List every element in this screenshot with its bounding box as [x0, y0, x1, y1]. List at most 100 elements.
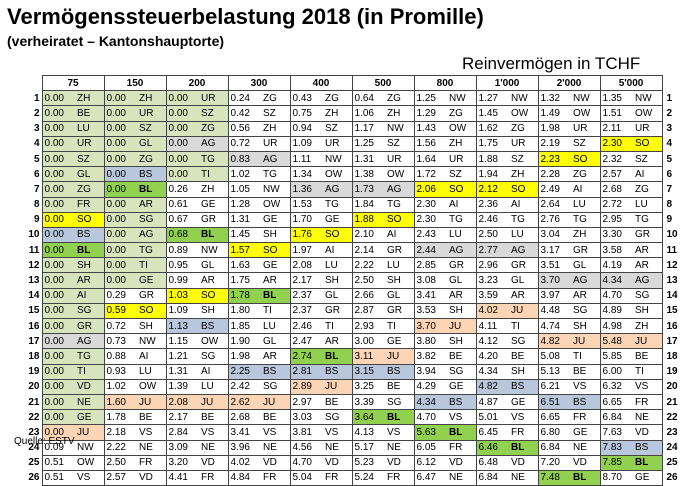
canton-cell: SH: [385, 272, 415, 289]
value-cell: 1.98: [227, 348, 261, 365]
canton-cell: NE: [75, 393, 105, 411]
canton-cell: GR: [75, 317, 105, 335]
canton-cell: BS: [509, 378, 539, 395]
table-row: 26 0.51 VS 2.57 VD 4.41 FR 4.84 FR 5.04 FR 5.24 FR 6.…: [22, 469, 684, 486]
canton-cell: SO: [75, 211, 105, 228]
rank-label: 23: [28, 426, 40, 438]
value-cell: 0.00: [103, 135, 137, 152]
value-cell: 1.03: [165, 287, 199, 304]
canton-cell: AR: [633, 242, 663, 259]
canton-cell: NW: [199, 242, 229, 259]
canton-cell: TG: [385, 196, 415, 213]
rank-label-right: 19: [666, 366, 678, 378]
canton-cell: SG: [75, 302, 105, 320]
value-cell: 1.05: [227, 181, 261, 198]
canton-cell: VD: [199, 454, 229, 471]
canton-cell: SG: [509, 333, 539, 350]
value-cell: 2.57: [103, 469, 137, 486]
canton-cell: ZH: [509, 166, 539, 183]
value-cell: 2.96: [475, 257, 509, 274]
value-cell: 2.47: [289, 333, 323, 350]
canton-cell: LU: [447, 226, 477, 244]
value-cell: 1.94: [475, 166, 509, 183]
value-cell: 3.41: [413, 287, 447, 304]
value-cell: 3.00: [351, 333, 385, 350]
canton-cell: AI: [199, 363, 229, 380]
value-cell: 0.89: [165, 242, 199, 259]
value-cell: 2.30: [413, 196, 447, 213]
table-row: 19 0.00 TI 0.93 LU 1.31 AI 2.25 BS 2.81 BS 3.15 BS 3.…: [22, 363, 684, 380]
value-cell: 2.10: [351, 226, 385, 244]
canton-cell: GE: [571, 424, 601, 441]
value-cell: 0.95: [165, 257, 199, 274]
canton-cell: SO: [323, 226, 353, 244]
value-cell: 0.59: [103, 302, 137, 320]
canton-cell: GE: [261, 257, 291, 274]
value-cell: 4.29: [413, 378, 447, 395]
canton-cell: FR: [323, 469, 353, 486]
rank-label: 3: [33, 123, 40, 135]
canton-cell: AR: [633, 257, 663, 274]
value-cell: 2.08: [165, 393, 199, 411]
value-cell: 2.43: [413, 226, 447, 244]
value-cell: 1.78: [103, 409, 137, 426]
canton-cell: TI: [75, 363, 105, 380]
rank-label: 22: [28, 411, 40, 423]
value-cell: 0.00: [103, 257, 137, 274]
value-cell: 0.00: [103, 242, 137, 259]
value-cell: 1.51: [599, 105, 633, 122]
value-cell: 1.78: [227, 287, 261, 304]
canton-cell: SO: [571, 150, 601, 168]
canton-cell: SZ: [509, 150, 539, 168]
value-cell: 2.66: [351, 287, 385, 304]
value-cell: 2.95: [599, 211, 633, 228]
canton-cell: ZG: [447, 105, 477, 122]
value-cell: 1.80: [227, 302, 261, 320]
canton-cell: ZG: [137, 150, 167, 168]
value-cell: 1.49: [537, 105, 571, 122]
canton-cell: VD: [75, 378, 105, 395]
rank-label: 6: [33, 168, 40, 180]
canton-cell: GR: [323, 302, 353, 320]
value-cell: 6.12: [413, 454, 447, 471]
canton-cell: JU: [385, 348, 415, 365]
rank-label-right: 5: [666, 153, 673, 165]
canton-cell: BL: [385, 409, 415, 426]
value-cell: 0.67: [165, 211, 199, 228]
value-cell: 2.30: [599, 135, 633, 152]
canton-cell: AI: [633, 166, 663, 183]
rank-label-right: 15: [666, 305, 678, 317]
table-row: 25 0.51 OW 2.50 FR 3.20 VD 4.02 VD 4.70 VD 5.23 VD 6.…: [22, 454, 684, 471]
canton-cell: GL: [137, 135, 167, 152]
value-cell: 0.00: [41, 393, 75, 411]
value-cell: 5.23: [351, 454, 385, 471]
canton-cell: GR: [137, 287, 167, 304]
canton-cell: ZG: [323, 90, 353, 107]
canton-cell: LU: [75, 120, 105, 137]
canton-cell: NW: [323, 150, 353, 168]
value-cell: 1.02: [103, 378, 137, 395]
table-row: 17 0.00 AG 0.73 NW 1.15 OW 1.90 GL 2.47 AR 3.00 GE 3.…: [22, 333, 684, 350]
value-cell: 1.06: [351, 105, 385, 122]
rank-label: 12: [28, 259, 40, 271]
canton-cell: TG: [199, 150, 229, 168]
tax-burden-table: 75 150 200 300 400 500 800 1'000 2'000 5'000 1 0.0…: [22, 74, 684, 486]
value-cell: 0.00: [41, 287, 75, 304]
canton-cell: ZH: [261, 120, 291, 137]
canton-cell: GE: [137, 272, 167, 289]
value-cell: 2.28: [537, 166, 571, 183]
value-cell: 2.36: [475, 196, 509, 213]
canton-cell: NW: [137, 333, 167, 350]
page-title: Vermögenssteuerbelastung 2018 (in Promil…: [7, 4, 484, 29]
canton-cell: FR: [385, 469, 415, 486]
value-cell: 0.00: [103, 196, 137, 213]
value-cell: 1.45: [475, 105, 509, 122]
value-cell: 7.48: [537, 469, 571, 486]
canton-cell: BL: [447, 424, 477, 441]
value-cell: 1.31: [351, 150, 385, 168]
value-cell: 2.17: [165, 409, 199, 426]
canton-cell: LU: [261, 317, 291, 335]
rank-label-right: 18: [666, 350, 678, 362]
canton-cell: TI: [261, 302, 291, 320]
value-cell: 4.20: [475, 348, 509, 365]
